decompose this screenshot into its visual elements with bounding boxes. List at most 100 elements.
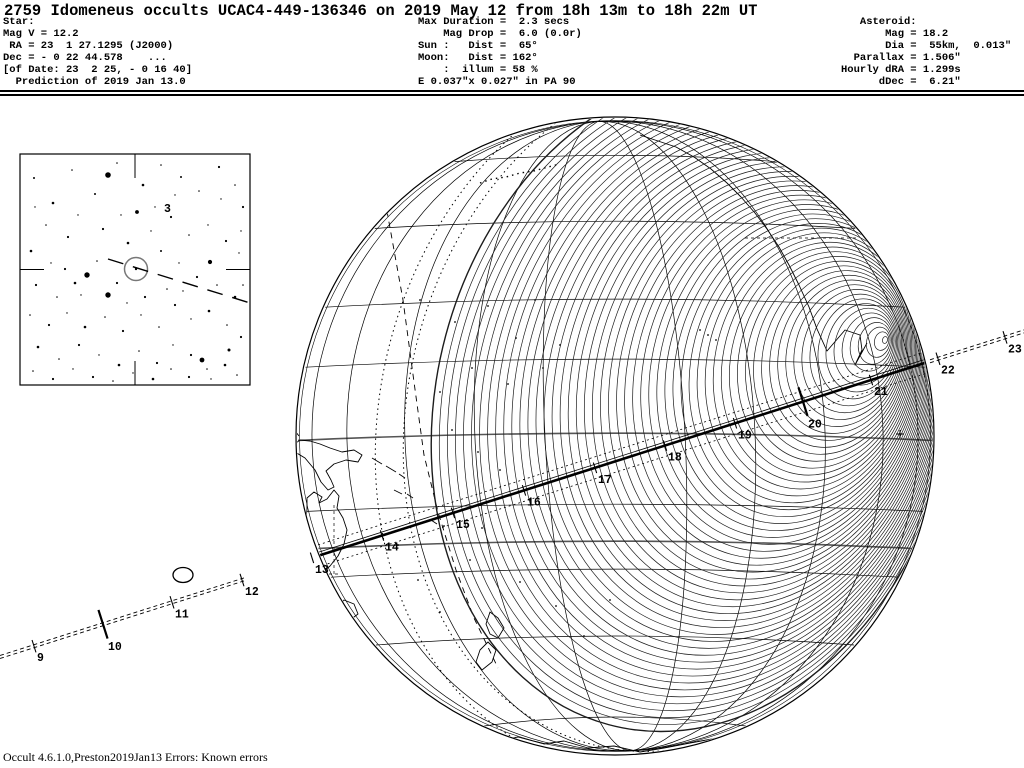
coastline (406, 493, 414, 499)
hour-label: 11 (175, 608, 189, 621)
island-dot (439, 391, 441, 393)
star-dot (51, 377, 55, 381)
island-dot (471, 367, 473, 369)
island-dot (609, 599, 611, 601)
night-shading-line (495, 118, 933, 677)
star-dot (83, 325, 87, 329)
star-dot (173, 303, 177, 307)
star-dot (120, 214, 122, 216)
island-dot (454, 321, 456, 323)
star-dot (66, 235, 70, 239)
star-dot (56, 296, 58, 298)
star-dot (238, 252, 240, 254)
star-dot (141, 183, 145, 187)
path-error-limit (297, 343, 933, 558)
hour-marks: 9 10 11 12 13 14 15 16 17 18 19 20 21 22 23 (31, 331, 1022, 665)
island-dot (555, 605, 557, 607)
coastline (469, 733, 735, 753)
night-shading-line (720, 241, 914, 483)
night-shading-line (455, 118, 933, 712)
island-dot (707, 334, 709, 336)
coastline (485, 611, 505, 639)
star-dot (224, 239, 228, 243)
night-shading-line (849, 317, 894, 372)
star-dot (166, 288, 168, 290)
star-dot (77, 343, 81, 347)
hour-tick (797, 387, 809, 417)
hour-label: 15 (456, 519, 470, 532)
night-shading-line (793, 284, 902, 421)
night-shading-line (737, 251, 911, 469)
star-dot (51, 201, 55, 205)
star-dot (242, 284, 244, 286)
night-shading-line (704, 232, 916, 497)
night-shading-line (825, 303, 897, 393)
star-info-block: Star: Mag V = 12.2 RA = 23 1 27.1295 (J2… (3, 16, 193, 88)
night-shading-line (728, 246, 913, 476)
hour-label: 10 (108, 641, 122, 654)
hour-label: 12 (245, 586, 259, 599)
night-shading-line (487, 118, 933, 684)
star-dot (112, 380, 114, 382)
hour-tick (379, 530, 385, 541)
star-dot (63, 267, 67, 271)
star-dot (58, 358, 60, 360)
star-dot (199, 357, 205, 363)
occultation-path (297, 343, 933, 580)
island-dot (417, 579, 419, 581)
coastline (291, 395, 296, 402)
star-dot (29, 249, 33, 253)
path-extension-line (929, 329, 1024, 361)
night-shading-line (785, 279, 904, 427)
night-shading-line (648, 199, 925, 545)
hour-tick (592, 462, 598, 474)
star-dot (160, 164, 162, 166)
star-dot (180, 176, 182, 178)
island-dot (715, 339, 717, 341)
star-dot (98, 354, 100, 356)
star-dot (101, 227, 105, 231)
coastline (297, 427, 300, 437)
coastline (398, 473, 406, 479)
star-dot (239, 335, 243, 339)
island-dot (507, 383, 509, 385)
coastline (371, 457, 383, 465)
star-dot (151, 377, 155, 381)
coastline (385, 465, 397, 473)
star-dot (223, 363, 227, 367)
night-shading-line (672, 213, 921, 524)
star-dot (105, 292, 111, 298)
twilight-boundary (374, 118, 933, 754)
star-dot (216, 284, 218, 286)
star-dot (132, 372, 134, 374)
hour-tick (868, 374, 874, 386)
star-dot (234, 184, 236, 186)
star-dot (150, 230, 152, 232)
star-dot (91, 375, 95, 379)
hour-tick (935, 352, 941, 366)
limb-cross-marker (896, 430, 904, 438)
hour-label: 19 (738, 429, 752, 442)
island-dot (499, 469, 501, 471)
star-dot (80, 294, 82, 296)
star-dot (104, 316, 106, 318)
night-shading-line (769, 270, 906, 441)
star-dot (155, 361, 159, 365)
star-dot (240, 230, 242, 232)
event-circumstances-block: Max Duration = 2.3 secs Mag Drop = 6.0 (… (418, 16, 582, 88)
night-shading-line (656, 204, 924, 538)
hour-tick (732, 417, 738, 429)
night-shading-line (688, 223, 919, 511)
hour-tick (662, 440, 668, 451)
night-shading-line (753, 260, 909, 455)
star-dot (138, 350, 140, 352)
latitude-line (375, 635, 855, 646)
hour-label: 14 (385, 542, 399, 555)
star-dot (32, 370, 34, 372)
star-dot (174, 194, 176, 196)
terminator-line (430, 118, 933, 733)
island-dot (477, 451, 479, 453)
coastline (393, 489, 403, 495)
star-dot (135, 210, 139, 214)
